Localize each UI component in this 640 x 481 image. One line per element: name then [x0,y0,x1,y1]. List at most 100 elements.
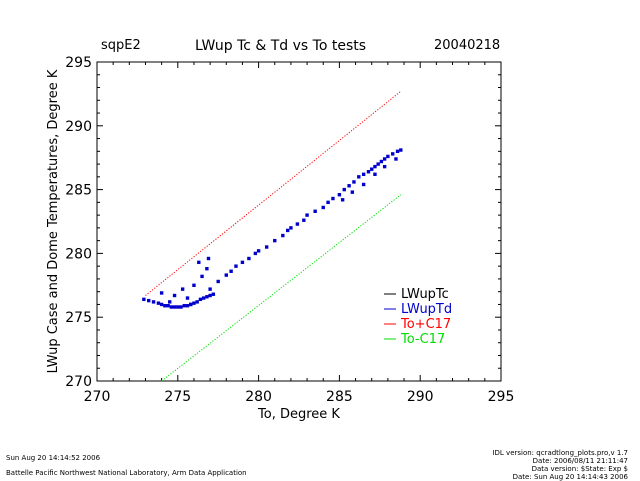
data-point [182,304,186,308]
y-tick-label: 275 [65,310,92,326]
data-point [391,152,395,156]
legend-label: LWupTc [401,287,449,302]
data-point [361,182,366,187]
data-point [192,283,196,287]
data-point [253,251,258,256]
series-to-c17 [161,194,402,382]
legend-label: LWupTd [401,302,452,317]
footer-version-2: Date: 2006/08/11 21:11:47 [532,457,628,465]
y-axis-label: LWup Case and Dome Temperatures, Degree … [46,69,61,373]
data-point [313,209,317,213]
y-tick-label: 285 [65,183,92,199]
data-point [326,200,330,205]
plot-frame [96,61,502,382]
data-point [201,296,206,300]
x-tick-label: 280 [245,389,272,405]
footer-version-4: Date: Sun Aug 20 14:14:43 2006 [512,473,628,481]
data-point [211,292,216,296]
data-point [373,172,377,176]
data-point [295,222,300,226]
reference-line [161,194,402,382]
chart-title: LWup Tc & Td vs To tests [195,38,367,54]
data-point [159,291,164,295]
data-point [361,172,366,176]
data-point [382,164,387,169]
x-tick-label: 295 [488,389,515,405]
data-point [256,249,261,253]
data-point [240,260,245,265]
data-point [357,175,361,179]
x-tick-label: 275 [164,389,191,405]
data-point [195,300,199,304]
data-point [347,184,351,188]
data-point [208,287,212,291]
data-point [142,297,146,302]
data-point [156,301,161,305]
series-layer [142,90,403,382]
data-point [208,293,212,298]
data-point [168,300,172,304]
data-point [321,205,325,210]
data-point [281,233,285,238]
data-point [366,170,371,174]
date-label: 20040218 [434,38,501,53]
x-axis-label: To, Degree K [257,407,340,422]
data-point [382,157,387,161]
data-point [285,228,290,233]
series-to-c17 [145,90,402,296]
x-tick-label: 270 [84,389,111,405]
data-point [205,267,209,271]
footer-credit: Battelle Pacific Northwest National Labo… [6,469,247,477]
data-point [350,190,355,194]
data-point [198,297,203,302]
data-point [166,304,170,308]
axes: 270 275 280 285 290 295 270 275 280 285 290 295 To, … [46,55,514,422]
data-point [399,148,403,152]
data-point [216,279,220,284]
x-tick-label: 285 [326,389,353,405]
x-tick-label: 290 [407,389,434,405]
data-point [159,302,164,307]
data-point [179,305,183,309]
footer-timestamp: Sun Aug 20 14:14:52 2006 [6,454,101,462]
data-point [172,305,177,309]
data-point [289,226,293,230]
data-point [189,302,193,307]
data-point [264,245,269,249]
data-point [379,159,384,164]
data-point [172,293,177,298]
data-point [394,157,398,161]
data-point [224,273,228,277]
reference-line [145,90,402,296]
data-point [163,304,167,308]
data-point [169,305,174,309]
legend-label: To-C17 [400,332,445,347]
y-tick-label: 280 [65,246,92,262]
site-label: sqpE2 [101,38,141,53]
data-point [352,180,356,184]
data-point [337,193,342,197]
data-point [331,196,335,201]
data-point [229,269,233,273]
data-point [205,295,209,299]
data-point [340,198,345,202]
data-point [185,304,190,308]
footer-version-1: IDL version: qcradtlong_plots.pro,v 1.7 [492,449,628,457]
data-point [200,274,204,279]
series-lwuptd [142,148,403,309]
data-point [370,167,374,171]
data-point [151,300,156,304]
y-tick-label: 295 [65,55,92,71]
legend-label: To+C17 [400,317,451,332]
data-point [185,296,190,300]
data-point [147,298,151,303]
data-point [234,264,238,268]
data-point [376,162,380,166]
data-point [386,154,390,159]
data-point [197,260,201,265]
y-tick-label: 270 [65,374,92,390]
footer-version-3: Data version: $State: Exp $ [531,465,628,473]
data-point [395,149,400,154]
y-tick-label: 290 [65,119,92,135]
